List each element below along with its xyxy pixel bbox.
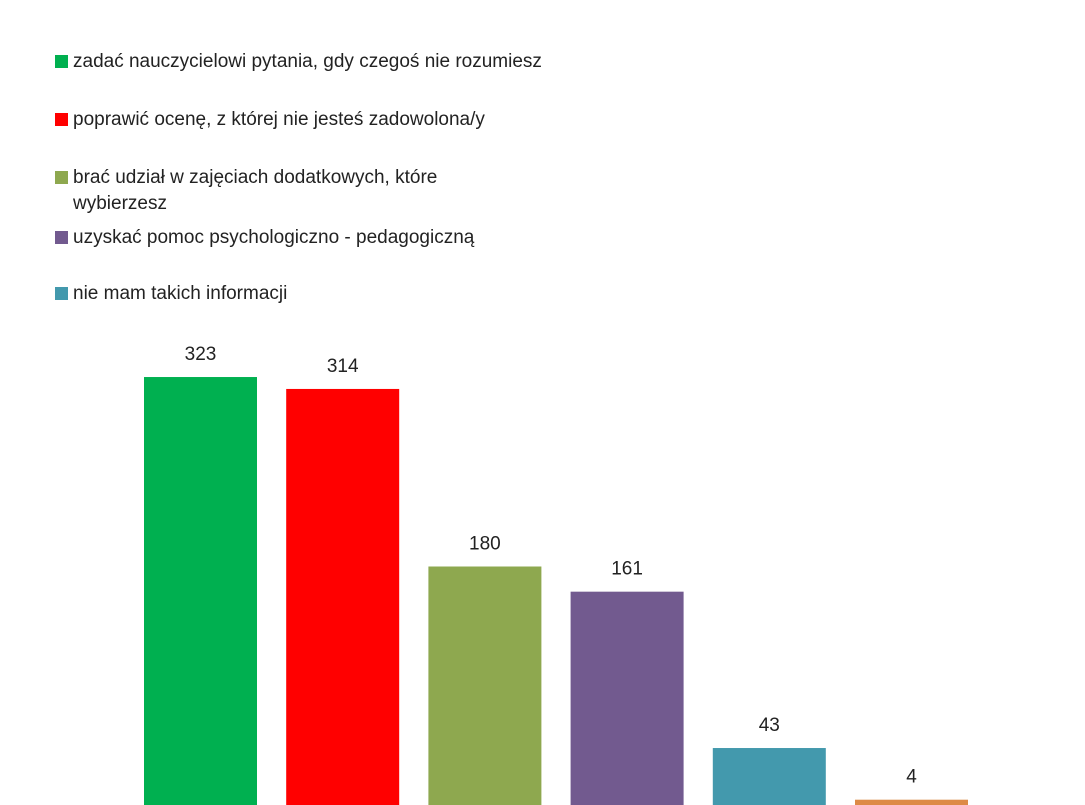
legend-swatch [55, 287, 68, 300]
legend-label: zadać nauczycielowi pytania, gdy czegoś … [73, 51, 542, 72]
data-label: 4 [906, 767, 917, 788]
legend-item: zadać nauczycielowi pytania, gdy czegoś … [55, 49, 542, 75]
data-label: 161 [611, 559, 643, 580]
bar [428, 566, 542, 805]
bar [570, 591, 684, 805]
data-label: 43 [759, 715, 780, 736]
bar [855, 799, 968, 805]
bar [144, 377, 257, 805]
legend-item: nie mam takich informacji [55, 281, 287, 307]
legend-item: uzyskać pomoc psychologiczno - pedagogic… [55, 225, 474, 251]
legend-swatch [55, 55, 68, 68]
legend-item: brać udział w zajęciach dodatkowych, któ… [55, 165, 483, 217]
data-label: 323 [185, 344, 217, 365]
legend-label: uzyskać pomoc psychologiczno - pedagogic… [73, 227, 475, 248]
legend-swatch [55, 231, 68, 244]
legend-label: nie mam takich informacji [73, 283, 288, 304]
bar [286, 388, 400, 805]
legend-label: poprawić ocenę, z której nie jesteś zado… [73, 109, 485, 130]
legend-item: poprawić ocenę, z której nie jesteś zado… [55, 107, 485, 133]
data-label: 180 [469, 534, 501, 555]
data-label: 314 [327, 356, 359, 377]
legend-swatch [55, 171, 68, 184]
legend-label: brać udział w zajęciach dodatkowych, któ… [73, 167, 438, 214]
legend-swatch [55, 113, 68, 126]
bar [712, 748, 826, 805]
